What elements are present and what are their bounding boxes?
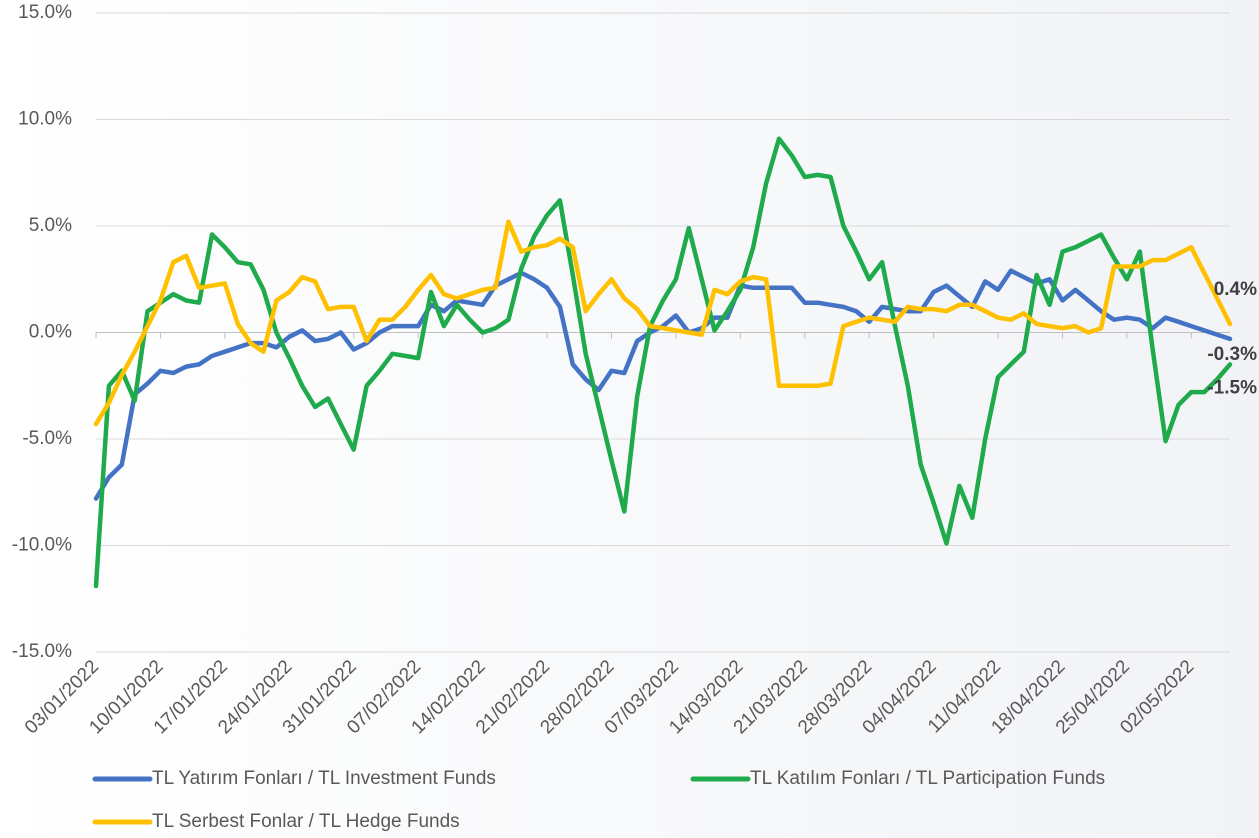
- legend-label: TL Yatırım Fonları / TL Investment Funds: [152, 768, 496, 789]
- y-tick-label: -10.0%: [12, 535, 72, 556]
- legend-label: TL Katılım Fonları / TL Participation Fu…: [750, 768, 1105, 789]
- y-tick-label: 10.0%: [18, 109, 72, 130]
- y-tick-label: -5.0%: [22, 428, 72, 449]
- series-line: [93, 219, 1233, 427]
- data-label: 0.4%: [1214, 279, 1257, 300]
- series-line: [93, 136, 1233, 589]
- y-tick-label: -15.0%: [12, 641, 72, 662]
- legend-label: TL Serbest Fonlar / TL Hedge Funds: [152, 811, 460, 832]
- data-label: -0.3%: [1207, 344, 1257, 365]
- data-label: -1.5%: [1207, 377, 1257, 398]
- y-tick-label: 0.0%: [29, 322, 72, 343]
- y-tick-label: 5.0%: [29, 215, 72, 236]
- y-tick-label: 15.0%: [18, 2, 72, 23]
